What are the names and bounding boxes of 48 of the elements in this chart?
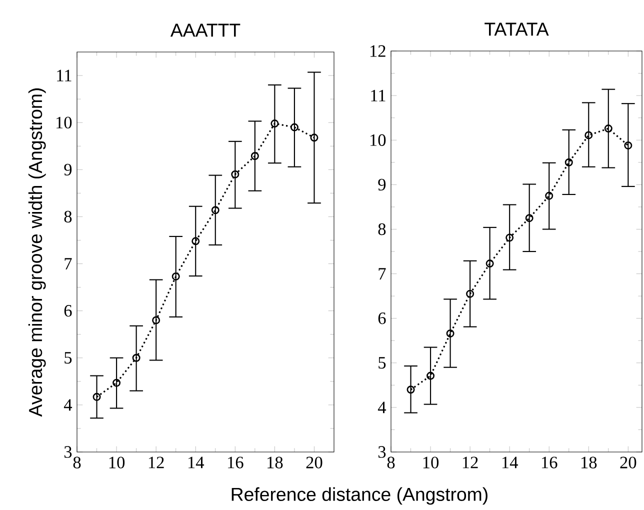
x-tick-label: 16: [228, 456, 244, 468]
y-tick-label: 8: [378, 223, 386, 236]
y-tick-label: 6: [378, 312, 386, 324]
y-tick-label: 7: [64, 258, 72, 270]
x-tick-label: 18: [581, 456, 597, 468]
chart-title: AAATTT: [170, 24, 240, 37]
y-tick-label: 3: [378, 446, 386, 458]
x-tick-label: 14: [502, 456, 518, 468]
chart-title: TATATA: [484, 22, 549, 36]
y-axis-title: Average minor groove width (Angstrom): [28, 88, 46, 417]
point: [231, 170, 240, 178]
point: [604, 124, 612, 133]
x-tick-label: 18: [268, 456, 283, 468]
y-tick-label: 5: [378, 357, 386, 369]
x-tick-label: 12: [148, 456, 164, 468]
x-tick-label: 20: [620, 456, 636, 468]
point: [211, 206, 220, 214]
x-axis-title: Reference distance (Angstrom): [232, 487, 488, 505]
y-tick-label: 7: [378, 268, 386, 280]
x-tick-label: 8: [73, 456, 81, 468]
point: [250, 152, 259, 160]
point: [172, 272, 180, 280]
x-tick-label: 14: [188, 456, 204, 468]
x-tick-label: 20: [306, 456, 322, 468]
y-tick-label: 5: [64, 352, 72, 364]
point: [92, 392, 101, 401]
y-tick-label: 9: [64, 164, 72, 176]
y-tick-label: 9: [378, 178, 386, 190]
y-tick-label: 8: [64, 210, 72, 223]
x-tick-label: 10: [423, 456, 439, 468]
point: [426, 372, 435, 380]
x-tick-label: 12: [462, 456, 478, 468]
point: [132, 354, 140, 362]
x-tick-label: 8: [387, 456, 395, 468]
y-tick-label: 12: [370, 45, 386, 57]
y-tick-label: 4: [378, 402, 386, 414]
y-tick-label: 3: [64, 446, 72, 458]
point: [406, 386, 415, 394]
point: [564, 158, 573, 166]
y-tick-label: 11: [57, 70, 72, 82]
y-tick-label: 10: [370, 134, 386, 146]
y-tick-label: 6: [64, 304, 72, 317]
point: [290, 123, 298, 132]
x-tick-label: 10: [109, 456, 125, 468]
y-tick-label: 4: [64, 399, 72, 411]
x-tick-label: 16: [542, 456, 558, 468]
y-tick-label: 11: [371, 90, 386, 102]
y-tick-label: 10: [56, 116, 72, 128]
